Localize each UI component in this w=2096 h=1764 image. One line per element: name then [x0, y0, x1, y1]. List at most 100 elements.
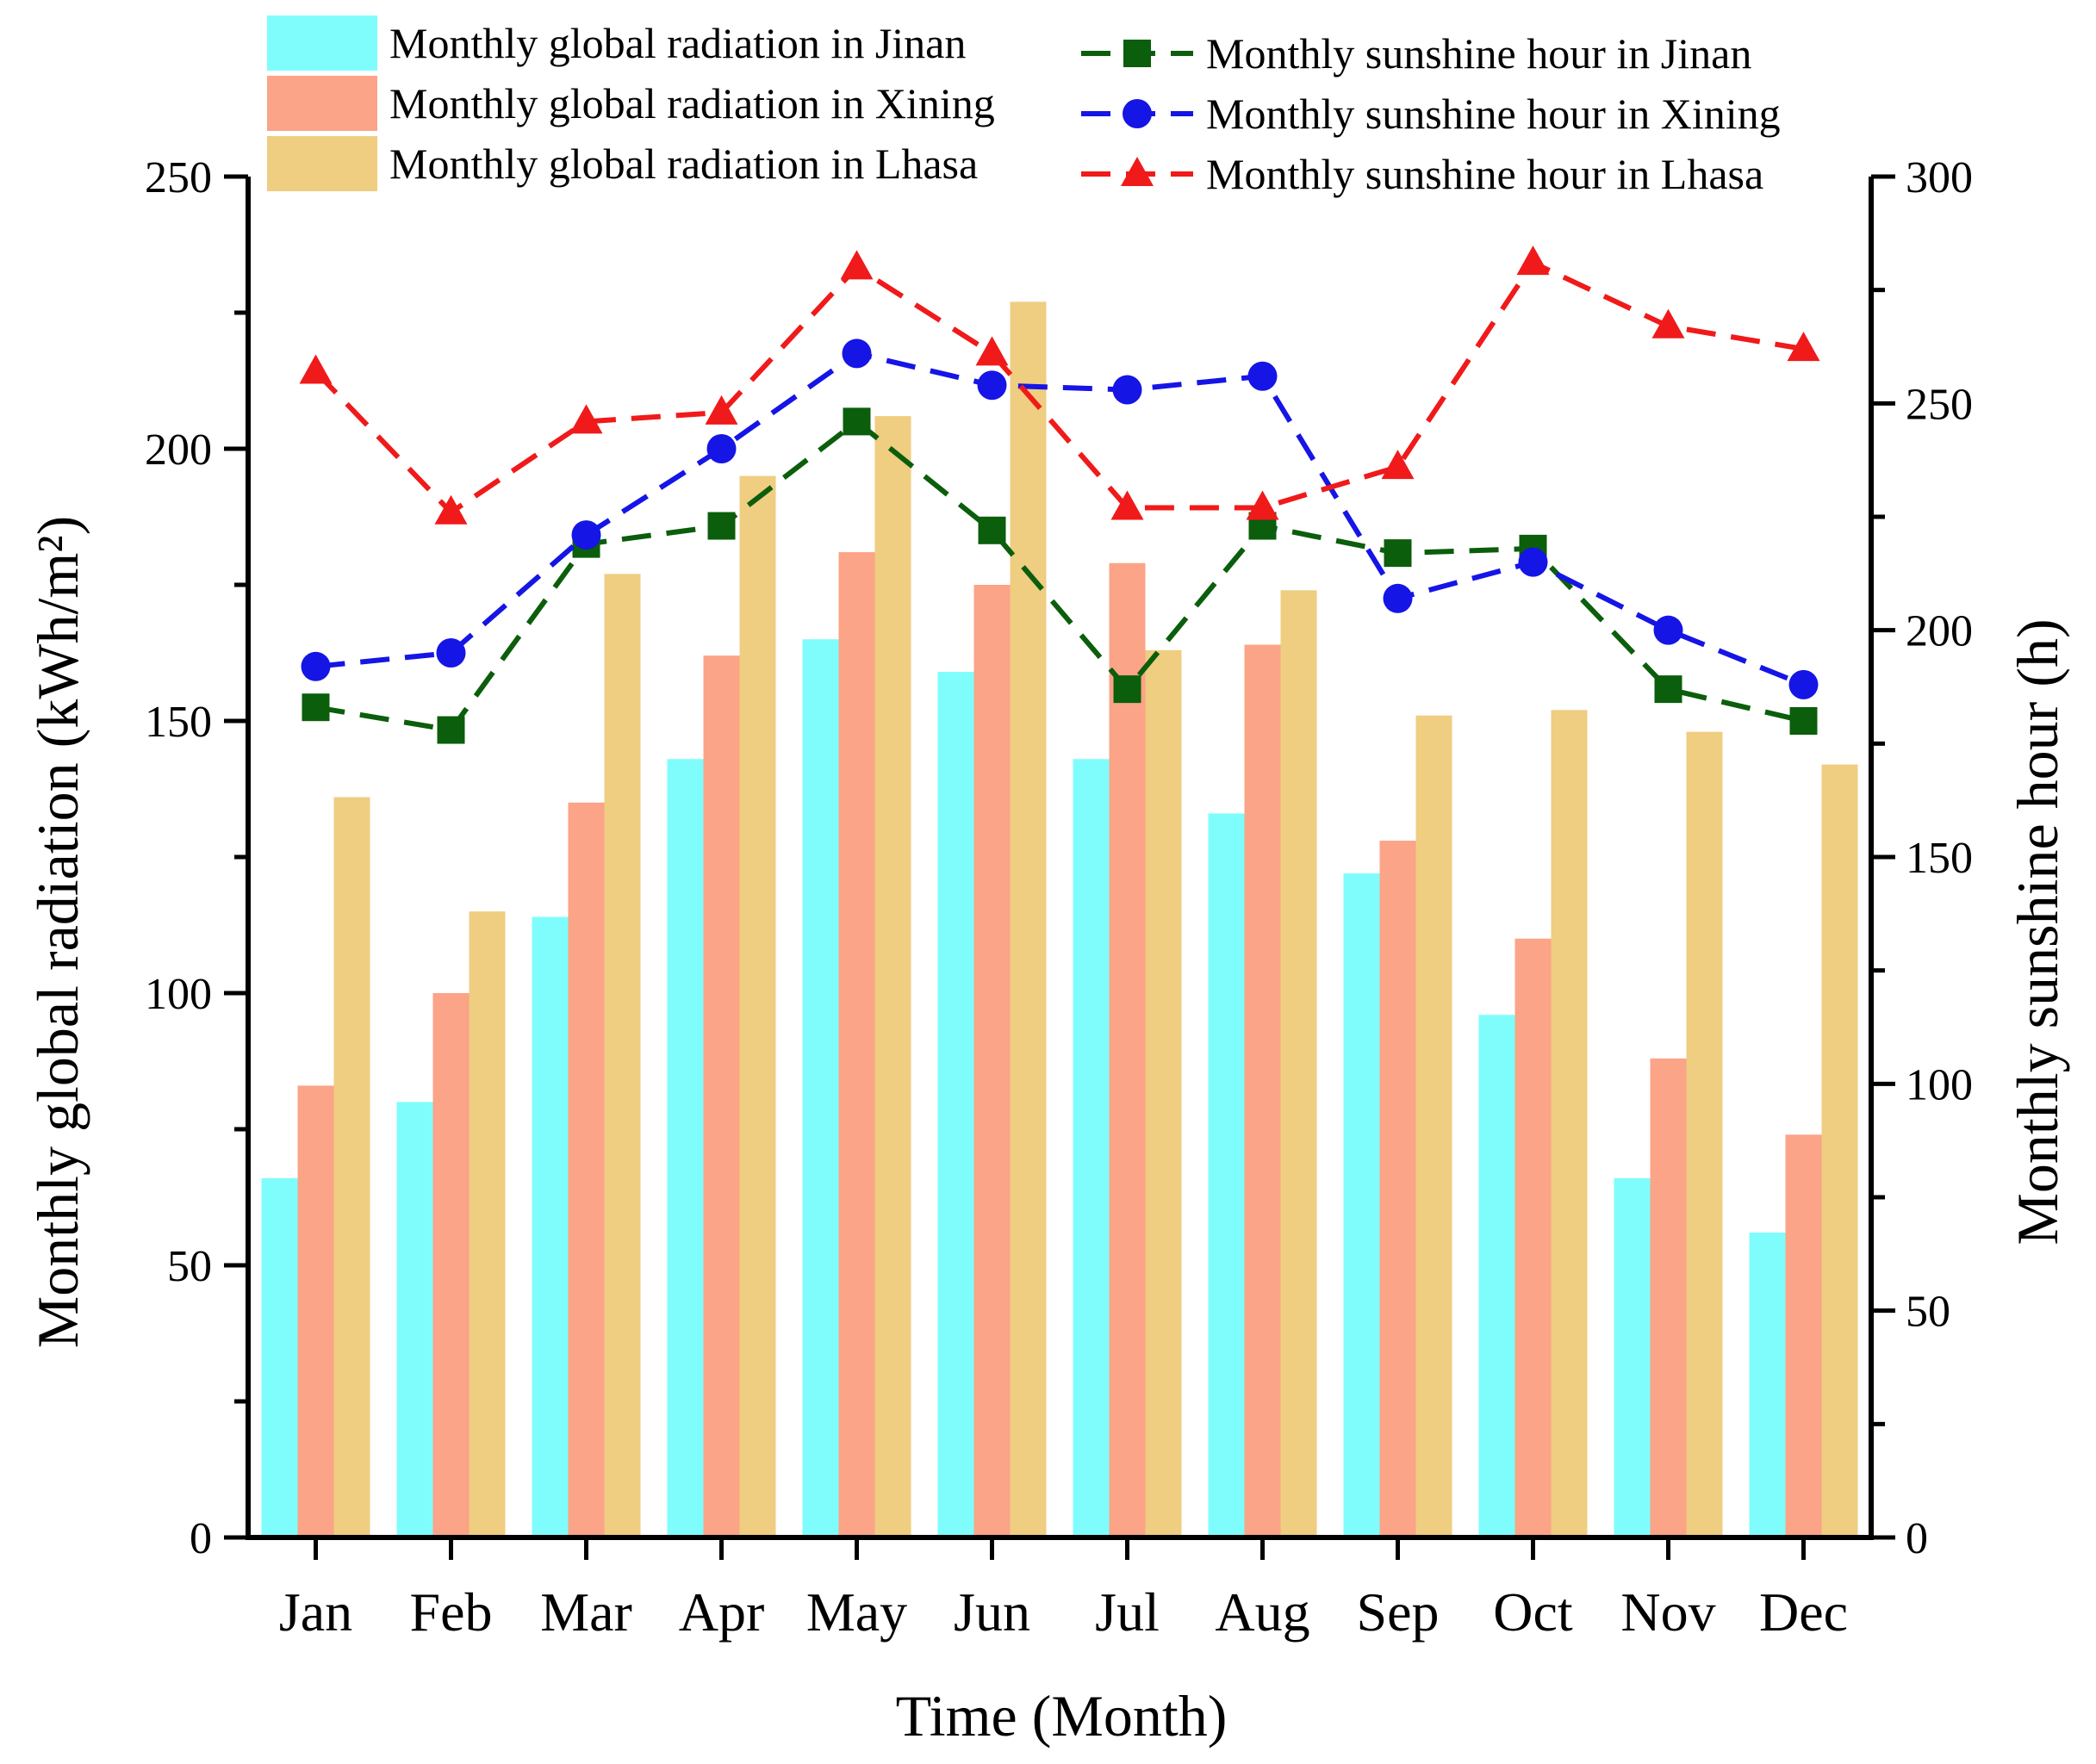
x-tick-label: Dec [1759, 1581, 1848, 1643]
legend-marker-1 [1123, 99, 1152, 128]
lines-layer [299, 245, 1820, 744]
legend-swatch-bar-1 [267, 76, 377, 131]
y2-tick-label: 300 [1906, 153, 1973, 202]
line-s2-point-may [840, 250, 874, 280]
bar-s1-sep [1379, 841, 1416, 1537]
bar-s0-jul [1073, 759, 1110, 1537]
x-tick-label: Jun [954, 1581, 1030, 1643]
bar-s2-jul [1145, 649, 1182, 1537]
line-s0-point-jul [1113, 675, 1141, 704]
bar-s2-apr [739, 475, 776, 1537]
line-s1-point-mar [571, 520, 601, 550]
line-s1-point-jan [301, 651, 331, 681]
line-s1-point-aug [1247, 361, 1278, 391]
legend-marker-2 [1121, 157, 1154, 186]
line-s0-point-jan [302, 693, 330, 722]
x-tick-label: Apr [679, 1581, 765, 1643]
line-s1-point-feb [436, 638, 466, 668]
line-s1-point-jul [1112, 375, 1142, 405]
bar-s1-apr [703, 655, 740, 1537]
x-tick-label: Oct [1493, 1581, 1573, 1643]
x-tick-label: Jul [1095, 1581, 1160, 1643]
line-s2-point-apr [705, 394, 738, 425]
legend-label-line-0: Monthly sunshine hour in Jinan [1206, 29, 1751, 78]
bar-s2-oct [1551, 710, 1588, 1537]
bars-layer [261, 301, 1858, 1538]
bar-s0-dec [1749, 1233, 1786, 1537]
x-tick-label: Feb [410, 1581, 493, 1643]
x-axis-title: Time (Month) [896, 1683, 1228, 1748]
bar-s1-jun [973, 585, 1011, 1537]
y2-tick-label: 200 [1906, 607, 1973, 656]
line-s2-point-aug [1246, 490, 1279, 520]
bar-s1-feb [432, 993, 470, 1537]
y2-tick-label: 0 [1906, 1514, 1928, 1563]
line-s1-point-oct [1518, 547, 1548, 577]
legend-swatch-bar-2 [267, 136, 377, 191]
y-tick-label: 100 [145, 970, 212, 1019]
line-s2-point-feb [434, 494, 468, 525]
line-series-0 [315, 419, 1805, 733]
bar-s2-feb [469, 911, 506, 1537]
bar-s1-oct [1514, 938, 1552, 1537]
legend-marker-0 [1123, 40, 1151, 67]
bar-s1-jul [1109, 562, 1146, 1537]
legend-label-bar-2: Monthly global radiation in Lhasa [389, 140, 978, 188]
bar-s0-apr [667, 759, 704, 1537]
x-tick-label: Jan [279, 1581, 352, 1643]
bar-s1-nov [1650, 1058, 1687, 1537]
legend-label-bar-1: Monthly global radiation in Xining [389, 79, 995, 127]
bar-s1-jan [297, 1085, 334, 1537]
bar-s2-may [874, 416, 911, 1538]
line-s2-point-dec [1787, 332, 1820, 362]
y2-tick-label: 50 [1906, 1288, 1950, 1337]
line-s2-point-jun [975, 336, 1009, 366]
bar-s2-sep [1415, 715, 1452, 1537]
y2-tick-label: 100 [1906, 1060, 1973, 1109]
y-tick-label: 0 [190, 1514, 212, 1563]
line-s1-point-nov [1653, 615, 1683, 645]
bar-s0-jun [937, 672, 974, 1537]
line-s1-point-apr [706, 434, 737, 463]
x-tick-label: Sep [1357, 1581, 1440, 1643]
bar-s2-dec [1821, 764, 1858, 1537]
line-s1-point-may [842, 339, 872, 369]
legend-label-line-2: Monthly sunshine hour in Lhasa [1206, 150, 1763, 198]
y-tick-label: 150 [145, 698, 212, 747]
line-s0-point-sep [1384, 539, 1412, 568]
bar-s2-jun [1010, 301, 1047, 1537]
bar-s0-may [802, 639, 839, 1538]
line-s0-point-jun [978, 516, 1006, 544]
legend-swatch-bar-0 [267, 16, 377, 71]
bar-s2-mar [604, 574, 641, 1537]
axes-layer: 0 50 100 150 200 250 0 50 100 150 200 250 300 Jan Feb M… [145, 153, 1973, 1643]
bar-s1-aug [1244, 644, 1281, 1537]
bar-s0-feb [396, 1102, 433, 1537]
bar-s2-nov [1686, 731, 1723, 1537]
x-tick-label: May [806, 1581, 907, 1643]
bar-s0-aug [1208, 813, 1245, 1537]
line-s2-point-jan [299, 354, 333, 384]
line-series-2 [314, 260, 1804, 515]
bar-s1-dec [1785, 1134, 1822, 1537]
bar-s1-may [838, 552, 875, 1537]
x-tick-label: Aug [1215, 1581, 1309, 1643]
x-tick-label: Mar [540, 1581, 632, 1643]
line-s1-point-dec [1788, 669, 1819, 699]
bar-s0-oct [1478, 1015, 1515, 1537]
bar-s2-jan [333, 797, 370, 1537]
bar-s0-mar [532, 916, 569, 1537]
y-axis-title: Monthly global radiation (kWh/m²) [25, 516, 90, 1349]
line-s0-point-nov [1654, 675, 1682, 704]
y2-axis-title: Monthly sunshine hour (h) [2005, 618, 2070, 1245]
y-tick-label: 50 [167, 1242, 212, 1291]
line-s1-point-jun [977, 370, 1007, 401]
line-s0-point-apr [707, 512, 736, 540]
line-s0-point-may [843, 407, 871, 436]
y-tick-label: 250 [145, 153, 212, 202]
bar-s2-aug [1280, 590, 1317, 1537]
line-series-1 [315, 351, 1805, 687]
line-s2-point-mar [569, 404, 603, 434]
bar-s0-jan [261, 1177, 298, 1537]
